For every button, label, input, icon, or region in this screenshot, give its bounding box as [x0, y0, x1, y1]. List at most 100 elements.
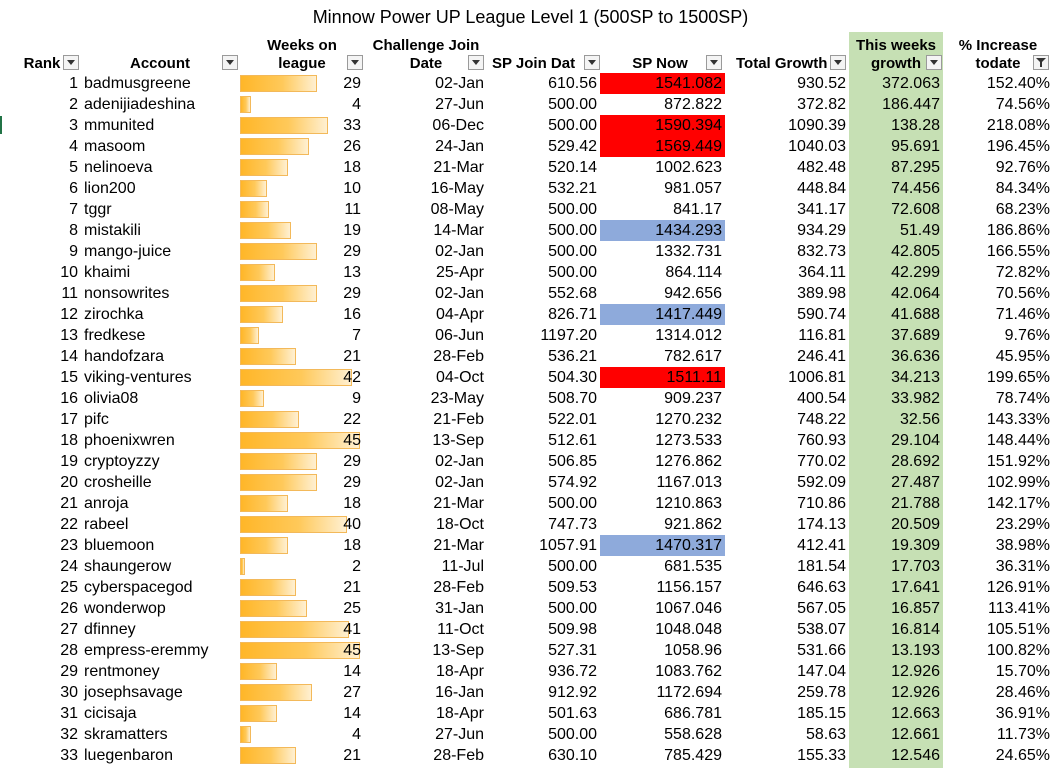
pct-increase-cell[interactable]: 70.56%	[995, 285, 1050, 302]
sp-join-cell[interactable]: 1197.20	[540, 327, 597, 344]
weeks-growth-cell[interactable]: 42.805	[891, 243, 940, 260]
sp-now-cell[interactable]: 785.429	[664, 747, 722, 764]
sp-join-cell[interactable]: 500.00	[548, 600, 597, 617]
weeks-cell[interactable]: 40	[240, 514, 363, 535]
sp-join-cell[interactable]: 527.31	[548, 642, 597, 659]
weeks-growth-cell[interactable]: 16.814	[891, 621, 940, 638]
rank-cell[interactable]: 29	[60, 663, 78, 680]
sp-join-cell[interactable]: 610.56	[548, 75, 597, 92]
pct-increase-filter-button[interactable]	[1033, 55, 1049, 70]
sp-join-cell[interactable]: 504.30	[548, 369, 597, 386]
sp-join-cell[interactable]: 500.00	[548, 201, 597, 218]
rank-cell[interactable]: 11	[61, 285, 78, 302]
pct-increase-cell[interactable]: 92.76%	[995, 159, 1050, 176]
total-growth-cell[interactable]: 400.54	[797, 390, 846, 407]
sp-now-cell[interactable]: 872.822	[664, 96, 722, 113]
pct-increase-cell[interactable]: 36.31%	[995, 558, 1050, 575]
weeks-cell[interactable]: 9	[240, 388, 363, 409]
weeks-growth-cell[interactable]: 12.546	[891, 747, 940, 764]
rank-cell[interactable]: 18	[60, 432, 78, 449]
weeks-growth-cell[interactable]: 33.982	[891, 390, 940, 407]
weeks-cell[interactable]: 14	[240, 661, 363, 682]
weeks-growth-cell[interactable]: 29.104	[891, 432, 940, 449]
weeks-cell[interactable]: 21	[240, 745, 363, 766]
weeks-growth-cell[interactable]: 41.688	[891, 306, 940, 323]
total-growth-cell[interactable]: 567.05	[797, 600, 846, 617]
weeks-growth-cell[interactable]: 12.661	[891, 726, 940, 743]
weeks-growth-cell[interactable]: 12.926	[891, 663, 940, 680]
rank-cell[interactable]: 8	[69, 222, 78, 239]
pct-increase-cell[interactable]: 166.55%	[986, 243, 1050, 260]
weeks-growth-cell[interactable]: 13.193	[891, 642, 940, 659]
sp-now-cell[interactable]: 1067.046	[655, 600, 722, 617]
weeks-growth-cell[interactable]: 17.641	[891, 579, 940, 596]
join-date-cell[interactable]: 21-Feb	[433, 411, 484, 428]
weeks-growth-cell[interactable]: 19.309	[891, 537, 940, 554]
weeks-growth-cell[interactable]: 186.447	[882, 96, 940, 113]
rank-cell[interactable]: 14	[60, 348, 78, 365]
join-date-cell[interactable]: 04-Oct	[435, 369, 484, 386]
pct-increase-cell[interactable]: 68.23%	[995, 201, 1050, 218]
account-cell[interactable]: empress-eremmy	[84, 642, 209, 659]
rank-cell[interactable]: 13	[60, 327, 78, 344]
pct-increase-cell[interactable]: 186.86%	[986, 222, 1050, 239]
total-growth-cell[interactable]: 246.41	[797, 348, 846, 365]
sp-now-filter-button[interactable]	[706, 55, 722, 70]
pct-increase-cell[interactable]: 218.08%	[986, 117, 1050, 134]
weeks-cell[interactable]: 29	[240, 283, 363, 304]
total-growth-cell[interactable]: 341.17	[797, 201, 846, 218]
rank-cell[interactable]: 23	[60, 537, 78, 554]
join-date-cell[interactable]: 28-Feb	[433, 579, 484, 596]
sp-now-cell[interactable]: 1470.317	[600, 535, 725, 556]
weeks-growth-cell[interactable]: 51.49	[899, 222, 940, 239]
weeks-growth-cell[interactable]: 12.663	[891, 705, 940, 722]
sp-join-cell[interactable]: 522.01	[548, 411, 597, 428]
weeks-cell[interactable]: 22	[240, 409, 363, 430]
total-growth-cell[interactable]: 259.78	[797, 684, 846, 701]
total-growth-cell[interactable]: 538.07	[797, 621, 846, 638]
pct-increase-cell[interactable]: 126.91%	[986, 579, 1050, 596]
weeks-cell[interactable]: 16	[240, 304, 363, 325]
sp-join-cell[interactable]: 532.21	[548, 180, 597, 197]
pct-increase-cell[interactable]: 9.76%	[1004, 327, 1050, 344]
account-cell[interactable]: rentmoney	[84, 663, 160, 680]
total-growth-cell[interactable]: 174.13	[797, 516, 846, 533]
sp-join-cell[interactable]: 500.00	[548, 558, 597, 575]
sp-join-cell[interactable]: 500.00	[548, 726, 597, 743]
pct-increase-cell[interactable]: 72.82%	[995, 264, 1050, 281]
join-date-cell[interactable]: 02-Jan	[435, 243, 484, 260]
weeks-growth-cell[interactable]: 372.063	[882, 75, 940, 92]
account-cell[interactable]: josephsavage	[84, 684, 183, 701]
weeks-growth-filter-button[interactable]	[926, 55, 942, 70]
pct-increase-cell[interactable]: 105.51%	[986, 621, 1050, 638]
pct-increase-cell[interactable]: 84.34%	[995, 180, 1050, 197]
pct-increase-cell[interactable]: 151.92%	[986, 453, 1050, 470]
join-date-cell[interactable]: 16-May	[430, 180, 484, 197]
account-cell[interactable]: khaimi	[84, 264, 131, 281]
sp-now-cell[interactable]: 1270.232	[655, 411, 722, 428]
sp-now-cell[interactable]: 1332.731	[655, 243, 722, 260]
sp-now-cell[interactable]: 1167.013	[656, 474, 722, 491]
weeks-growth-cell[interactable]: 12.926	[891, 684, 940, 701]
pct-increase-cell[interactable]: 11.73%	[996, 726, 1050, 743]
join-date-cell[interactable]: 18-Apr	[435, 705, 484, 722]
weeks-cell[interactable]: 10	[240, 178, 363, 199]
weeks-cell[interactable]: 21	[240, 577, 363, 598]
weeks-growth-cell[interactable]: 37.689	[891, 327, 940, 344]
rank-cell[interactable]: 9	[69, 243, 78, 260]
sp-join-cell[interactable]: 500.00	[548, 264, 597, 281]
rank-cell[interactable]: 32	[60, 726, 78, 743]
total-growth-cell[interactable]: 646.63	[797, 579, 846, 596]
total-growth-cell[interactable]: 155.33	[797, 747, 846, 764]
account-cell[interactable]: rabeel	[84, 516, 129, 533]
join-date-cell[interactable]: 21-Mar	[433, 537, 484, 554]
sp-now-cell[interactable]: 681.535	[664, 558, 722, 575]
join-date-cell[interactable]: 13-Sep	[432, 642, 484, 659]
weeks-growth-cell[interactable]: 42.299	[891, 264, 940, 281]
join-date-cell[interactable]: 02-Jan	[435, 285, 484, 302]
total-growth-cell[interactable]: 147.04	[797, 663, 846, 680]
sp-now-cell[interactable]: 942.656	[664, 285, 722, 302]
account-cell[interactable]: viking-ventures	[84, 369, 192, 386]
total-growth-cell[interactable]: 185.15	[797, 705, 846, 722]
pct-increase-cell[interactable]: 45.95%	[995, 348, 1050, 365]
